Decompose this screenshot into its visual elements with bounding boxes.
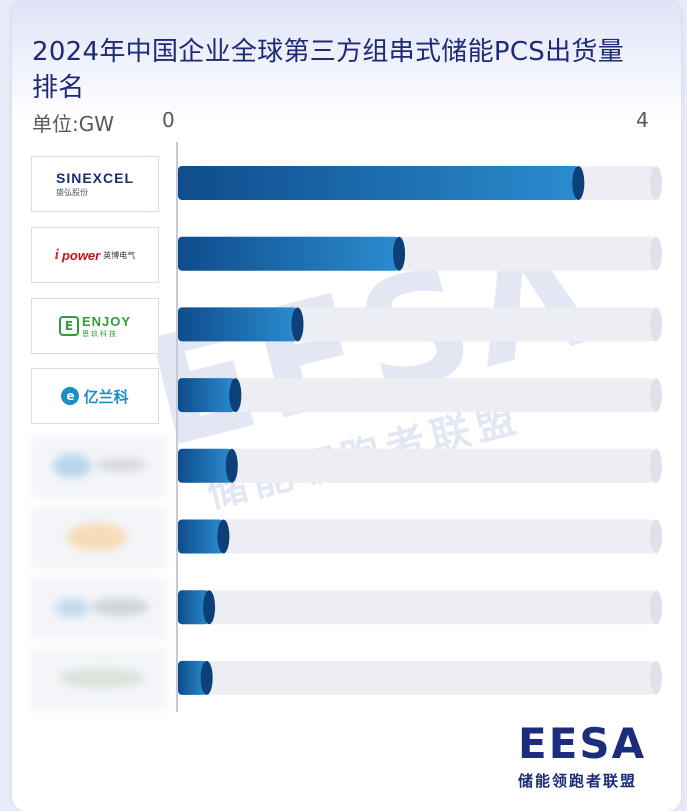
- bar-track-6: [178, 519, 656, 554]
- logo-enjoy-cn: 恩玖科技: [81, 329, 118, 338]
- bar-track-cap-1: [650, 166, 662, 200]
- x-tick-label-1: 4: [636, 108, 649, 132]
- bar-cap-5: [225, 448, 238, 483]
- brand-mark: EESA: [518, 719, 647, 768]
- bar-track-cap-6: [650, 519, 662, 554]
- logo-blurred-7: [31, 578, 167, 640]
- logo-inpower-cn: 英博电气: [103, 250, 136, 260]
- bar-5: [178, 448, 232, 483]
- logo-sinexcel-en: SINEXCEL: [55, 170, 134, 186]
- inpower-swoosh-icon: i: [54, 246, 59, 263]
- brand-logo: EESA 储能领跑者联盟: [518, 720, 658, 800]
- bar-track-cap-4: [650, 378, 662, 413]
- bar-track-7: [178, 590, 656, 625]
- bar-track-5: [178, 448, 656, 483]
- bar-2: [178, 236, 400, 271]
- bar-cap-2: [393, 236, 406, 271]
- unit-label: 单位:GW: [32, 112, 115, 136]
- logo-inpower-en: power: [61, 247, 101, 263]
- logo-sinexcel: SINEXCEL 盛弘股份: [31, 156, 159, 212]
- bar-1: [178, 166, 579, 200]
- enjoy-e-icon: E: [58, 316, 79, 336]
- bar-track-cap-8: [650, 660, 662, 695]
- logo-inpower: i power 英博电气: [31, 227, 159, 283]
- bar-cap-3: [291, 307, 304, 342]
- chart-title: 2024年中国企业全球第三方组串式储能PCS出货量排名: [32, 37, 625, 103]
- logo-yilanke: e 亿兰科: [31, 368, 159, 424]
- logo-blurred-5: [31, 436, 167, 498]
- bar-cap-7: [203, 590, 216, 625]
- bar-cap-8: [200, 660, 213, 695]
- x-tick-label-0: 0: [162, 108, 175, 132]
- logo-blurred-8: [31, 648, 167, 710]
- bar-track-4: [178, 378, 656, 413]
- bar-7: [178, 590, 210, 625]
- bar-3: [178, 307, 298, 342]
- logo-enjoy: E ENJOY 恩玖科技: [31, 298, 159, 354]
- bar-cap-6: [217, 519, 230, 554]
- bar-cap-4: [229, 378, 242, 413]
- bar-track-cap-7: [650, 590, 662, 625]
- logo-enjoy-en: ENJOY: [81, 313, 132, 329]
- brand-text: 储能领跑者联盟: [518, 772, 638, 790]
- bar-4: [178, 378, 236, 413]
- bar-cap-1: [572, 166, 585, 200]
- bar-track-cap-3: [650, 307, 662, 342]
- logo-sinexcel-cn: 盛弘股份: [55, 188, 88, 197]
- bar-track-8: [178, 660, 656, 695]
- yilanke-e-icon: e: [61, 387, 80, 405]
- y-axis-line: [176, 142, 178, 712]
- bar-track-cap-5: [650, 448, 662, 483]
- logo-yilanke-cn: 亿兰科: [83, 387, 129, 406]
- logo-blurred-6: [31, 507, 167, 569]
- bar-6: [178, 519, 224, 554]
- bar-8: [178, 660, 207, 695]
- bar-track-cap-2: [650, 236, 662, 271]
